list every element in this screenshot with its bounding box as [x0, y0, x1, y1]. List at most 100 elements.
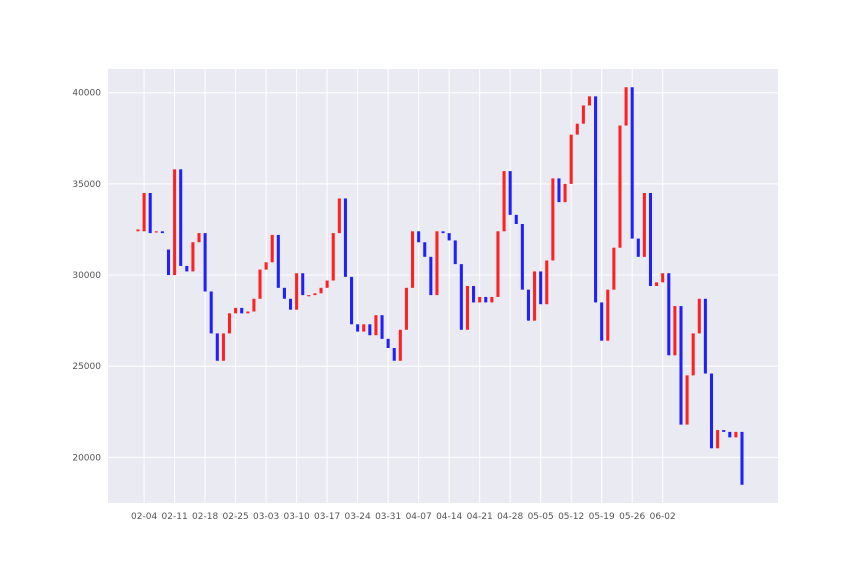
x-tick-label: 04-14 [436, 512, 462, 522]
candle-down [636, 238, 640, 257]
candle-up [575, 123, 579, 135]
candle-up [221, 333, 225, 361]
plot-background [108, 69, 778, 503]
candle-up [563, 183, 567, 203]
candle-up [197, 233, 201, 243]
candle-down [185, 265, 189, 272]
candle-down [423, 242, 427, 257]
candle-up [227, 313, 232, 334]
candle-up [716, 430, 720, 449]
x-tick-label: 05-05 [528, 512, 554, 522]
candle-up [264, 262, 268, 270]
candle-up [337, 198, 341, 234]
candle-down [240, 307, 244, 314]
x-tick-label: 04-28 [497, 512, 523, 522]
y-tick-label: 35000 [72, 180, 101, 190]
candle-up [587, 96, 591, 106]
candle-up [191, 242, 195, 272]
x-tick-label: 05-19 [589, 512, 615, 522]
candle-up [465, 286, 469, 330]
candle-down [356, 324, 360, 332]
candle-down [447, 233, 451, 241]
candle-down [526, 289, 530, 321]
candle-down [514, 214, 518, 224]
candle-down [459, 264, 463, 330]
candle-down [472, 286, 476, 303]
candle-down [600, 302, 604, 341]
candle-down [282, 287, 286, 299]
candle-up [673, 306, 677, 356]
candle-up [545, 260, 549, 305]
candle-up [319, 287, 323, 294]
candle-up [612, 247, 616, 290]
candle-up [246, 311, 250, 314]
candle-up [551, 178, 555, 261]
candle-up [624, 87, 628, 126]
candle-down [148, 193, 152, 234]
candle-up [313, 293, 317, 296]
candle-down [728, 431, 732, 438]
candle-up [642, 193, 646, 257]
candle-up [252, 298, 256, 312]
candle-up [569, 134, 573, 184]
candle-down [740, 431, 744, 485]
candle-down [209, 291, 213, 334]
x-tick-label: 03-31 [375, 512, 401, 522]
candle-up [411, 231, 415, 288]
candle-bodies [136, 87, 744, 485]
candle-down [276, 234, 280, 288]
candle-down [648, 193, 653, 286]
x-axis-ticks: 02-04 02-11 02-18 02-25 03-03 03-10 03-17 03-24… [131, 512, 676, 522]
candle-down [539, 271, 543, 305]
candle-up [258, 269, 262, 299]
candle-up [606, 289, 610, 341]
x-tick-label: 04-21 [467, 512, 493, 522]
x-tick-label: 03-24 [345, 512, 371, 522]
x-tick-label: 02-11 [162, 512, 188, 522]
candle-down [709, 373, 714, 449]
candle-down [166, 249, 171, 276]
candle-down [429, 256, 433, 296]
candle-up [325, 280, 329, 288]
x-tick-label: 03-03 [253, 512, 279, 522]
candle-up [295, 273, 299, 310]
y-tick-label: 25000 [72, 362, 101, 372]
candle-down [343, 198, 347, 277]
y-axis-ticks: 20000 25000 30000 35000 40000 [72, 89, 101, 464]
candle-up [154, 231, 158, 233]
candle-down [301, 273, 305, 296]
x-tick-label: 05-26 [619, 512, 645, 522]
candle-down [630, 87, 634, 239]
candle-up [374, 315, 378, 336]
candle-down [520, 224, 524, 290]
candle-down [380, 315, 384, 339]
candle-up [234, 307, 238, 314]
candle-up [697, 298, 701, 334]
candle-up [734, 431, 738, 438]
candle-down [557, 178, 561, 203]
candle-up [502, 171, 506, 232]
x-tick-label: 05-12 [558, 512, 584, 522]
candle-down [392, 348, 396, 361]
candle-down [160, 231, 164, 234]
candle-up [496, 231, 500, 297]
candle-up [661, 273, 665, 283]
candle-up [331, 233, 335, 281]
candle-down [386, 338, 390, 348]
x-tick-label: 02-18 [192, 512, 218, 522]
candle-down [679, 306, 683, 425]
candle-up [270, 234, 274, 263]
candle-down [289, 298, 293, 310]
candle-up [362, 324, 366, 332]
candle-up [655, 282, 659, 286]
candle-up [685, 375, 689, 425]
candle-up [307, 295, 311, 297]
candle-up [581, 105, 585, 124]
candle-up [142, 193, 146, 232]
candle-up [435, 231, 439, 296]
candle-down [417, 231, 421, 243]
x-tick-label: 03-10 [284, 512, 310, 522]
candle-down [722, 430, 726, 432]
candle-up [691, 333, 695, 376]
